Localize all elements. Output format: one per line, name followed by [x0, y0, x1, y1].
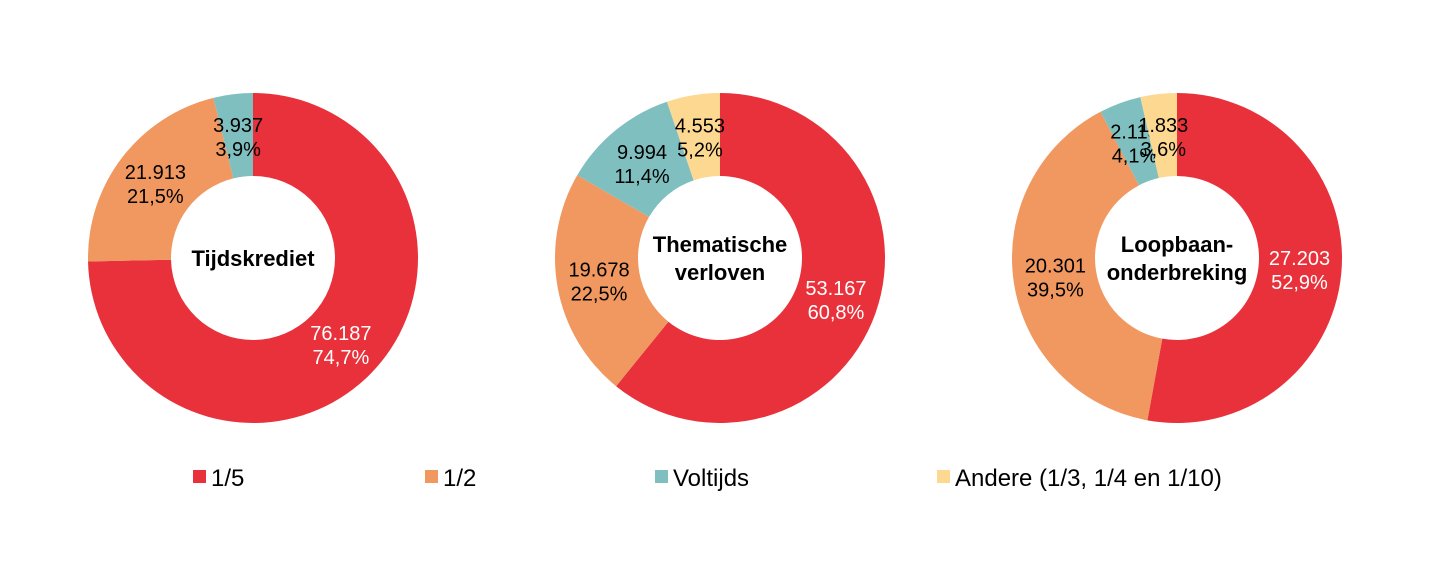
- slice-2: [1012, 111, 1163, 421]
- slice-3: [1100, 97, 1159, 186]
- slice-4: [1140, 93, 1177, 179]
- slice-2: [555, 175, 669, 387]
- legend-label: 1/5: [211, 465, 244, 492]
- center-title: verloven: [675, 260, 766, 285]
- value-label: 21.913: [125, 162, 186, 184]
- legend-swatch: [937, 470, 950, 483]
- center-title: Thematische: [653, 232, 788, 257]
- slice-1: [88, 93, 419, 423]
- percent-label: 3,6%: [1140, 139, 1186, 161]
- slice-1: [1147, 93, 1342, 423]
- slice-3: [577, 101, 694, 217]
- value-label: 27.203: [1269, 248, 1330, 270]
- slice-3: [213, 93, 253, 179]
- percent-label: 74,7%: [313, 347, 370, 369]
- value-label: 53.167: [805, 278, 866, 300]
- value-label: 4.553: [675, 116, 725, 138]
- legend-label: Andere (1/3, 1/4 en 1/10): [955, 465, 1222, 492]
- percent-label: 60,8%: [808, 302, 865, 324]
- legend-label: Voltijds: [673, 465, 749, 492]
- percent-label: 22,5%: [571, 283, 628, 305]
- slice-4: [666, 93, 720, 181]
- percent-label: 21,5%: [127, 186, 184, 208]
- slice-2: [88, 97, 234, 262]
- value-label: 2.113: [1110, 122, 1159, 144]
- percent-label: 3,9%: [215, 139, 261, 161]
- slice-1: [616, 93, 885, 423]
- center-title: onderbreking: [1107, 260, 1248, 285]
- value-label: 76.187: [310, 323, 371, 345]
- percent-label: 39,5%: [1027, 279, 1084, 301]
- value-label: 1.833: [1138, 115, 1188, 137]
- percent-label: 4,1%: [1112, 146, 1158, 168]
- center-title: Loopbaan-: [1121, 232, 1233, 257]
- percent-label: 52,9%: [1271, 272, 1328, 294]
- percent-label: 5,2%: [677, 140, 723, 162]
- legend-swatch: [425, 470, 438, 483]
- value-label: 19.678: [568, 259, 629, 281]
- value-label: 9.994: [617, 142, 667, 164]
- legend-swatch: [193, 470, 206, 483]
- value-label: 3.937: [213, 115, 263, 137]
- value-label: 20.301: [1025, 255, 1086, 277]
- center-title: Tijdskrediet: [191, 246, 315, 271]
- legend-swatch: [655, 470, 668, 483]
- percent-label: 11,4%: [614, 166, 669, 188]
- legend: 1/5 1/2 Voltijds Andere (1/3, 1/4 en 1/10): [193, 465, 1222, 492]
- legend-label: 1/2: [443, 465, 476, 492]
